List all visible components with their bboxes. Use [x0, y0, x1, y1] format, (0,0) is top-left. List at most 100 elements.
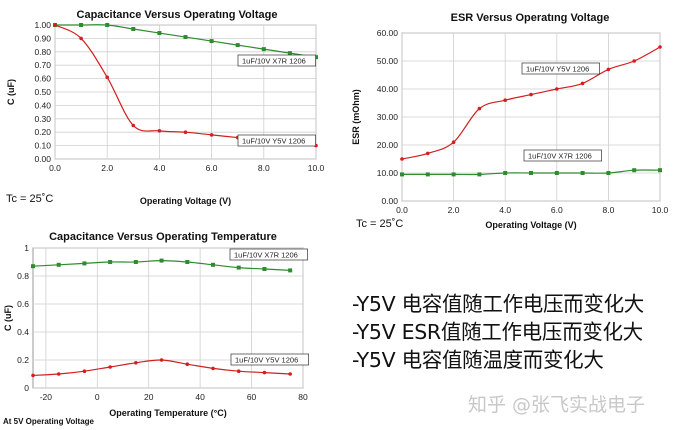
y-tick-label: 0.00 — [381, 196, 398, 206]
data-point-square — [529, 171, 533, 175]
x-tick-label: 10.0 — [308, 163, 325, 173]
chart-condition-note: Tc = 25˚C — [6, 193, 53, 205]
data-point-square — [131, 27, 136, 32]
y-axis-label: C (uF) — [6, 79, 16, 105]
data-point-square — [451, 172, 456, 177]
series-y5v: 1uF/10V Y5V 1206 — [31, 353, 309, 378]
y-tick-label: 0.20 — [34, 127, 51, 137]
data-point-dot — [580, 81, 585, 86]
series-x7r: 1uF/10V X7R 1206 — [31, 248, 308, 273]
data-point-dot — [555, 87, 559, 91]
y-tick-label: 0.90 — [34, 33, 51, 43]
chart-condition-note: At 5V Operating Voltage — [3, 417, 95, 426]
y-tick-label: 0.2 — [17, 355, 29, 365]
data-point-square — [262, 267, 267, 271]
y-tick-label: 0.10 — [34, 141, 51, 151]
legend-box — [237, 134, 316, 147]
data-point-dot — [236, 369, 241, 374]
data-point-dot — [477, 106, 482, 111]
series-y5v: 1uF/10V Y5V 1206 — [53, 23, 318, 148]
x-tick-label: 6.0 — [206, 163, 218, 173]
x-tick-label: 0.0 — [396, 205, 408, 215]
note-y5v-capacitance-voltage: -Y5V 电容值随工作电压而变化大 — [352, 292, 644, 316]
x-tick-label: 10.0 — [652, 205, 669, 215]
data-point-dot — [53, 23, 57, 27]
y-tick-label: 0.30 — [34, 114, 51, 124]
y-axis-label: C (uF) — [3, 305, 13, 331]
chart-esr-voltage: 0.00 10.00 20.00 30.00 40.00 50.00 60.00 0.0 2.0… — [351, 12, 669, 230]
data-point-dot — [658, 45, 662, 49]
series-x7r: 1uF/10V X7R 1206 — [400, 149, 662, 177]
x-axis-label: Operating Voltage (V) — [485, 220, 576, 230]
data-point-dot — [209, 133, 214, 137]
data-point-square — [503, 171, 508, 175]
legend-label: 1uF/10V X7R 1206 — [528, 152, 592, 161]
legend-label: 1uF/10V Y5V 1206 — [235, 356, 298, 365]
data-point-dot — [56, 372, 61, 376]
data-point-dot — [529, 92, 533, 97]
data-point-dot — [82, 369, 87, 374]
y-axis-label: ESR (mOhm) — [351, 89, 361, 145]
y-tick-label: 30.00 — [377, 112, 399, 122]
y-tick-label: 0.50 — [34, 87, 51, 97]
y-tick-label: 10.00 — [377, 168, 399, 178]
data-point-square — [632, 168, 637, 173]
data-point-dot — [400, 157, 404, 161]
chart-cap-voltage: 0.00 0.10 0.20 0.30 0.40 0.50 0.60 0.70 0.80 0.90… — [6, 9, 325, 206]
x-tick-label: 6.0 — [551, 205, 563, 215]
data-point-dot — [185, 362, 190, 367]
y-tick-label: 1 — [24, 243, 29, 253]
legend-box — [521, 62, 600, 75]
data-point-square — [477, 172, 482, 177]
data-point-dot — [426, 151, 430, 156]
y-tick-label: 0.80 — [34, 47, 51, 57]
x-tick-label: 4.0 — [153, 163, 165, 173]
y-tick-label: 0.8 — [17, 271, 29, 281]
legend-box — [229, 248, 308, 261]
legend-label: 1uF/10V X7R 1206 — [242, 57, 306, 66]
data-point-square — [133, 260, 138, 264]
data-point-square — [108, 260, 113, 264]
data-point-square — [183, 35, 188, 40]
y-tick-label: 0 — [24, 383, 29, 393]
x-tick-label: 0.0 — [49, 163, 61, 173]
chart-cap-temperature: 0 0.2 0.4 0.6 0.8 1 -20 0 20 40 60 80 Capacitance Ve… — [3, 231, 309, 426]
data-point-square — [159, 258, 164, 263]
series-y5v: 1uF/10V Y5V 1206 — [400, 45, 662, 161]
data-point-square — [287, 51, 292, 56]
y-tick-label: 0.60 — [34, 74, 51, 84]
x-tick-label: 80 — [298, 392, 308, 402]
data-point-dot — [288, 372, 292, 376]
x-tick-label: 2.0 — [101, 163, 113, 173]
data-point-dot — [632, 59, 636, 63]
legend-label: 1uF/10V X7R 1206 — [234, 251, 298, 260]
y-tick-label: 1.00 — [34, 20, 51, 30]
y-tick-label: 60.00 — [377, 28, 399, 38]
legend-box — [237, 54, 316, 67]
x-tick-label: 60 — [247, 392, 257, 402]
data-point-square — [425, 172, 430, 177]
data-point-square — [185, 260, 190, 264]
data-point-square — [105, 23, 110, 27]
data-point-square — [56, 262, 61, 267]
data-point-square — [606, 171, 611, 175]
chart-title: Capacitance Versus Operating Temperature — [49, 231, 277, 243]
data-point-square — [236, 265, 241, 270]
note-y5v-esr-voltage: -Y5V ESR值随工作电压而变化大 — [352, 320, 643, 344]
data-point-square — [157, 31, 162, 36]
data-point-square — [554, 171, 559, 175]
data-point-square — [261, 47, 266, 52]
chart-condition-note: Tc = 25˚C — [356, 218, 403, 230]
note-y5v-capacitance-temperature: -Y5V 电容值随温度而变化大 — [352, 348, 604, 372]
data-point-square — [658, 168, 662, 173]
watermark: 知乎 @张飞实战电子 — [468, 394, 646, 416]
y-tick-label: 0.40 — [34, 100, 51, 110]
data-point-square — [400, 172, 404, 177]
data-point-dot — [79, 36, 83, 41]
x-tick-label: 8.0 — [602, 205, 614, 215]
chart-title: ESR Versus Operatıng Voltage — [451, 12, 610, 24]
x-tick-label: 0 — [95, 392, 100, 402]
data-point-square — [79, 23, 84, 27]
legend-box — [523, 149, 602, 162]
